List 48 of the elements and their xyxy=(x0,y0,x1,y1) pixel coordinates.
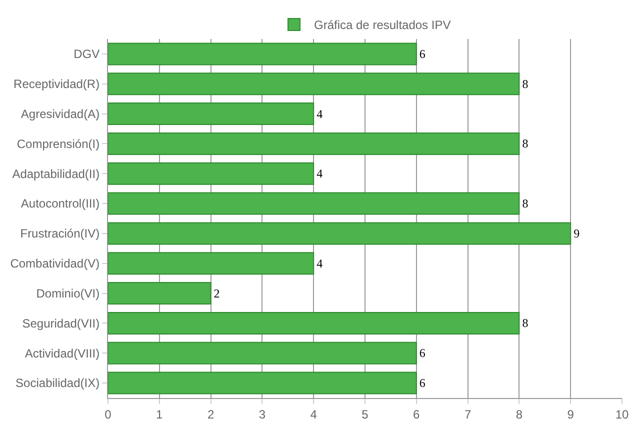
x-tick-label: 10 xyxy=(615,407,629,422)
data-label: 8 xyxy=(522,76,528,91)
data-label: 4 xyxy=(316,106,323,121)
x-tick-label: 2 xyxy=(207,407,214,422)
x-tick-label: 4 xyxy=(310,407,318,422)
y-tick-label: Autocontrol(III) xyxy=(20,196,100,211)
y-tick-label: Actividad(VIII) xyxy=(24,346,100,360)
y-tick-label: DGV xyxy=(74,47,100,62)
data-label: 4 xyxy=(316,166,323,181)
bar xyxy=(108,192,520,215)
bar xyxy=(108,372,417,394)
bar xyxy=(108,132,520,155)
y-tick-label: Adaptabilidad(II) xyxy=(12,166,100,181)
x-tick-label: 8 xyxy=(516,407,523,422)
data-label: 8 xyxy=(522,136,528,151)
y-tick-label: Agresividad(A) xyxy=(20,106,100,121)
data-label: 9 xyxy=(574,226,580,240)
bar xyxy=(108,42,417,66)
data-label: 8 xyxy=(522,316,528,330)
x-tick-label: 3 xyxy=(258,407,266,422)
y-tick-label: Combatividad(V) xyxy=(10,256,100,271)
y-tick-label: Frustración(IV) xyxy=(20,226,100,241)
y-tick-label: Dominio(VI) xyxy=(36,286,100,300)
data-label: 4 xyxy=(316,256,323,270)
bar xyxy=(108,162,314,185)
legend-label: Gráfica de resultados IPV xyxy=(314,18,451,32)
y-tick-label: Receptividad(R) xyxy=(14,77,100,92)
bar xyxy=(108,282,212,305)
bar xyxy=(108,312,520,334)
bar xyxy=(108,102,314,126)
x-tick-label: 9 xyxy=(567,407,574,422)
bar xyxy=(108,252,314,275)
data-label: 6 xyxy=(419,46,426,61)
x-tick-label: 1 xyxy=(156,407,164,422)
y-tick-label: Sociabilidad(IX) xyxy=(16,376,100,390)
x-tick-label: 6 xyxy=(413,407,420,422)
data-label: 2 xyxy=(214,286,220,300)
x-tick-label: 0 xyxy=(104,407,112,422)
data-label: 6 xyxy=(419,346,426,360)
y-tick-label: Seguridad(VII) xyxy=(22,316,100,330)
x-tick-label: 7 xyxy=(464,407,472,422)
bar xyxy=(108,222,572,245)
bar xyxy=(108,72,520,96)
data-label: 6 xyxy=(419,376,426,390)
bar xyxy=(108,342,417,364)
x-tick-label: 5 xyxy=(362,407,369,422)
data-label: 8 xyxy=(522,196,528,211)
y-tick-label: Comprensión(I) xyxy=(16,136,100,151)
